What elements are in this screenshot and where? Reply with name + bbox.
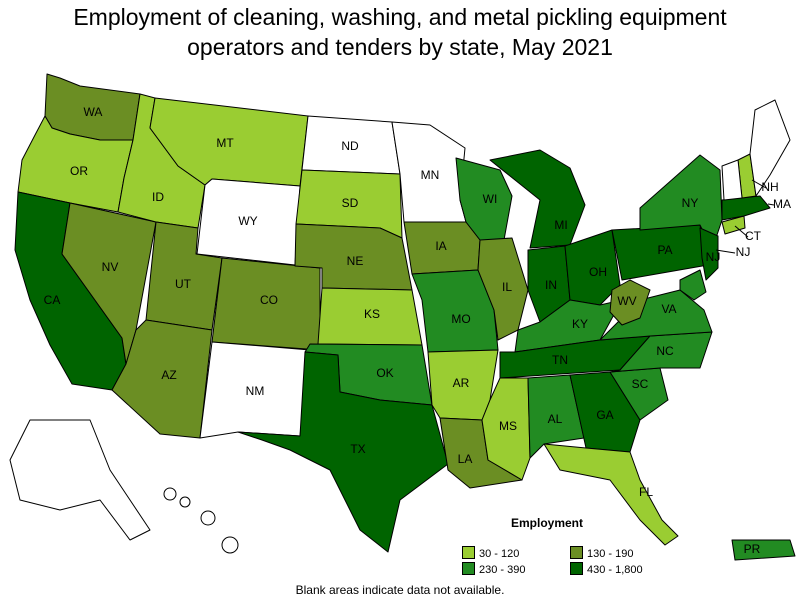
state-label-nj: NJ (706, 250, 721, 264)
state-label-il: IL (502, 280, 512, 294)
legend-item-4: 430 - 1,800 (570, 562, 643, 576)
state-md (679, 269, 707, 301)
state-label-ma: MA (773, 197, 791, 211)
state-label-tx: TX (350, 442, 365, 456)
state-pr (731, 539, 796, 561)
state-label-wy: WY (238, 214, 257, 228)
map-title: Employment of cleaning, washing, and met… (0, 2, 800, 62)
map-title-line-1: Employment of cleaning, washing, and met… (73, 4, 727, 30)
state-label-ks: KS (364, 307, 380, 321)
state-label-nc: NC (656, 344, 674, 358)
state-al (527, 374, 585, 459)
legend-swatch-2 (570, 546, 583, 559)
state-label-ar: AR (453, 376, 470, 390)
state-label-ne: NE (347, 254, 364, 268)
state-label-va: VA (661, 302, 676, 316)
state-label-az: AZ (161, 368, 176, 382)
state-label-fl: FL (639, 485, 653, 499)
state-label-ny: NY (682, 196, 699, 210)
state-label-oh: OH (589, 265, 607, 279)
state-az (111, 319, 213, 439)
state-vt (721, 159, 743, 201)
state-label-ms: MS (499, 419, 517, 433)
legend-label-4: 430 - 1,800 (587, 564, 643, 576)
state-label-ok: OK (376, 366, 393, 380)
state-label-pr: PR (744, 542, 761, 556)
state-label-nd: ND (341, 139, 359, 153)
state-fl (543, 443, 679, 546)
state-label-mi: MI (554, 218, 567, 232)
state-label-or: OR (70, 164, 88, 178)
state-label-sd: SD (342, 196, 359, 210)
state-oh (564, 229, 621, 306)
state-label-mo: MO (451, 312, 470, 326)
state-il (477, 237, 529, 341)
state-label-sc: SC (632, 377, 649, 391)
state-label-wi: WI (483, 192, 498, 206)
state-hi-island-3 (200, 510, 216, 526)
state-label-mn: MN (421, 168, 440, 182)
state-label-id: ID (152, 190, 164, 204)
state-hi-island-4 (221, 536, 239, 554)
state-hi-island-2 (179, 496, 191, 508)
state-label-la: LA (458, 452, 473, 466)
legend-item-3: 230 - 390 (462, 562, 525, 576)
leader-line-nj (715, 249, 736, 254)
state-label-nv: NV (102, 260, 119, 274)
state-label-in: IN (545, 278, 557, 292)
state-label-ct: CT (745, 229, 762, 243)
state-label-ky: KY (572, 317, 588, 331)
state-label-ia: IA (435, 239, 446, 253)
state-label-ca: CA (44, 293, 61, 307)
legend: Employment 30 - 120 130 - 190 230 - 390 … (462, 516, 672, 576)
state-label-tn: TN (552, 353, 568, 367)
blank-areas-note: Blank areas indicate data not available. (295, 583, 505, 597)
state-label-pa: PA (657, 243, 672, 257)
leader-line-ct (734, 225, 749, 238)
state-wv (609, 279, 651, 326)
state-label-wv: WV (617, 294, 636, 308)
map-title-line-2: operators and tenders by state, May 2021 (187, 34, 613, 60)
leader-line-ma (767, 203, 775, 206)
legend-label-1: 30 - 120 (479, 548, 520, 560)
state-label-ga: GA (596, 408, 613, 422)
state-label-nh: NH (761, 180, 778, 194)
state-nj (699, 227, 719, 281)
state-label-nm: NM (246, 384, 265, 398)
state-label-al: AL (548, 412, 563, 426)
state-me (749, 99, 791, 197)
leader-line-nh (751, 179, 767, 189)
legend-item-2: 130 - 190 (570, 546, 633, 560)
state-label-ut: UT (175, 277, 192, 291)
legend-swatch-3 (462, 562, 475, 575)
state-ak (9, 419, 151, 541)
legend-label-3: 230 - 390 (479, 564, 526, 576)
state-label-nj: NJ (736, 245, 751, 259)
state-mi (489, 149, 586, 249)
legend-title: Employment (510, 516, 583, 530)
legend-swatch-4 (570, 562, 583, 575)
state-label-mt: MT (216, 136, 234, 150)
state-label-co: CO (260, 293, 278, 307)
state-ny (639, 154, 723, 251)
state-hi-island-1 (163, 487, 177, 501)
state-tx (237, 351, 449, 553)
state-label-wa: WA (84, 105, 103, 119)
legend-item-1: 30 - 120 (462, 546, 519, 560)
legend-swatch-1 (462, 546, 475, 559)
legend-label-2: 130 - 190 (587, 548, 634, 560)
